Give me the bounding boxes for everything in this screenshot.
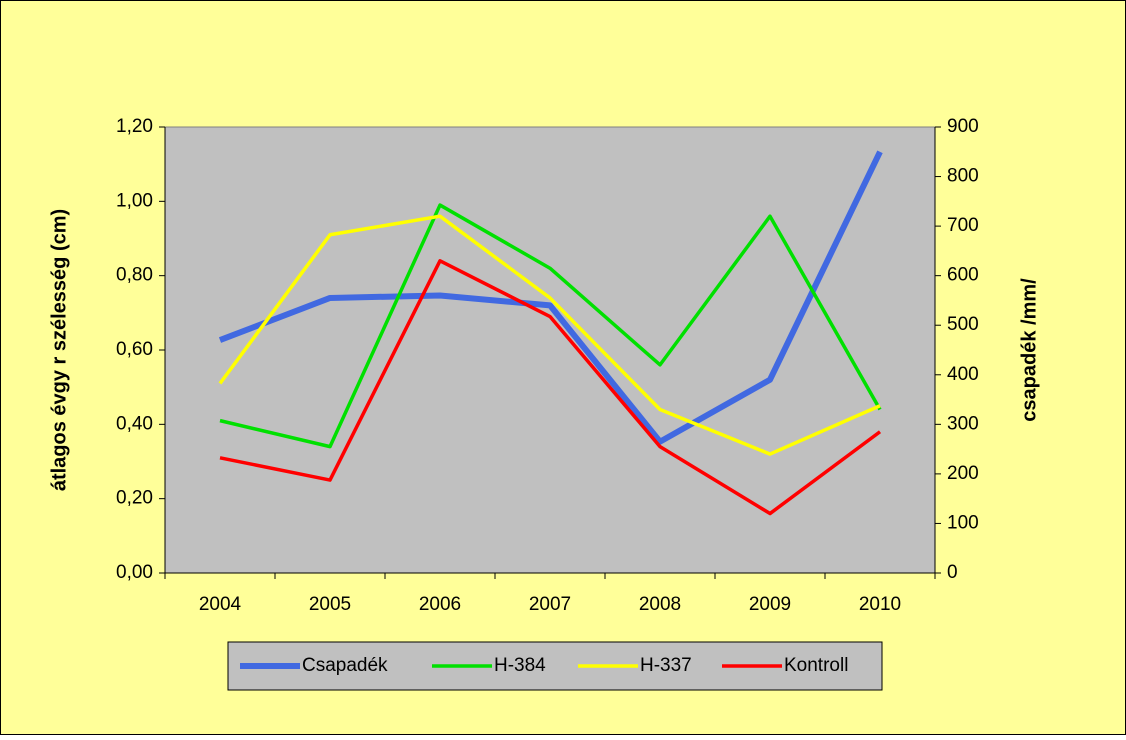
series-line (218, 214, 881, 456)
legend-label: Csapadék (302, 655, 388, 676)
y-tick-label: 0,00 (116, 562, 153, 583)
x-tick-label: 2010 (859, 594, 901, 615)
legend-label: H-384 (494, 655, 546, 676)
legend-label: H-337 (640, 655, 692, 676)
y2-tick-label: 700 (947, 215, 979, 236)
y2-tick-label: 600 (947, 265, 979, 286)
x-tick-label: 2004 (199, 594, 242, 615)
y-axis-label: átlagos évgy r szélesség (cm) (48, 209, 70, 491)
x-tick-label: 2005 (309, 594, 351, 615)
y-tick-label: 0,20 (116, 488, 153, 509)
series-line (218, 150, 883, 445)
y-tick-label: 0,60 (116, 339, 153, 360)
series-line (219, 259, 882, 516)
y2-tick-label: 200 (947, 463, 979, 484)
plot-area (164, 126, 936, 574)
y2-tick-label: 400 (947, 364, 979, 385)
y-tick-label: 1,20 (116, 116, 153, 137)
x-tick-label: 2007 (529, 594, 571, 615)
series-line (219, 203, 882, 449)
y2-tick-label: 100 (947, 512, 979, 533)
x-tick-label: 2009 (749, 594, 791, 615)
y-tick-label: 1,00 (116, 190, 153, 211)
y-tick-label: 0,80 (116, 265, 153, 286)
y2-tick-label: 300 (947, 413, 979, 434)
legend-label: Kontroll (784, 655, 848, 676)
y-tick-label: 0,40 (116, 413, 153, 434)
y2-tick-label: 900 (947, 116, 979, 137)
y2-tick-label: 800 (947, 166, 979, 187)
y2-axis-label: csapadék /mm/ (1018, 278, 1040, 422)
x-tick-label: 2008 (639, 594, 681, 615)
y2-tick-label: 500 (947, 314, 979, 335)
y2-tick-label: 0 (947, 562, 958, 583)
x-tick-label: 2006 (419, 594, 461, 615)
